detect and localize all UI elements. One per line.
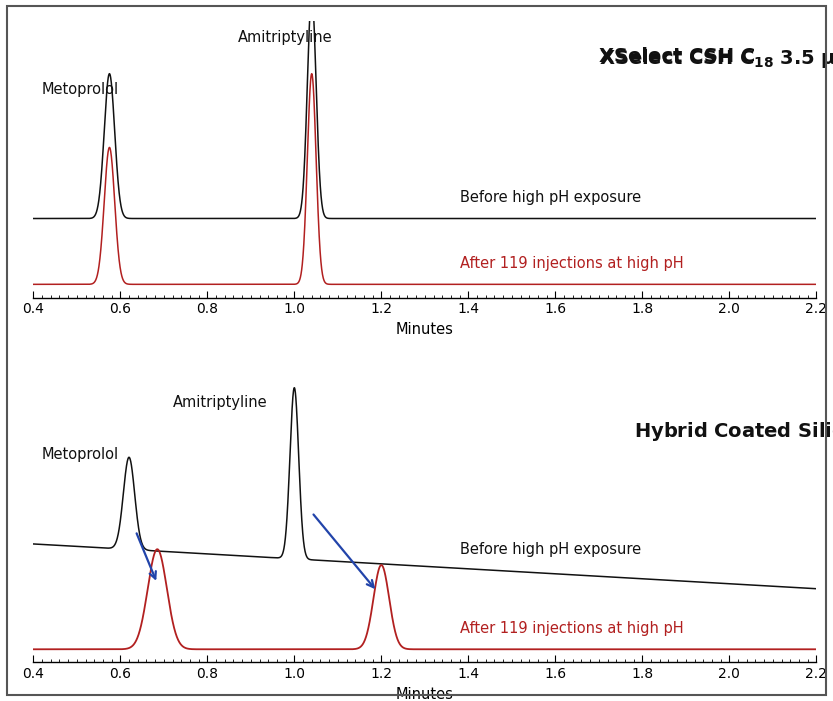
Text: Amitriptyline: Amitriptyline xyxy=(237,29,332,45)
X-axis label: Minutes: Minutes xyxy=(396,687,454,701)
Text: After 119 injections at high pH: After 119 injections at high pH xyxy=(460,256,683,271)
Text: After 119 injections at high pH: After 119 injections at high pH xyxy=(460,620,683,636)
Text: XSelect CSH C: XSelect CSH C xyxy=(599,48,755,67)
X-axis label: Minutes: Minutes xyxy=(396,322,454,337)
Text: Amitriptyline: Amitriptyline xyxy=(172,395,267,409)
Text: Before high pH exposure: Before high pH exposure xyxy=(460,190,641,205)
Text: Metoprolol: Metoprolol xyxy=(42,447,119,463)
Text: Metoprolol: Metoprolol xyxy=(42,83,119,97)
Text: $\mathbf{Hybrid\ Coated\ Silica\ C_{18}\ 3\ \mu m}$: $\mathbf{Hybrid\ Coated\ Silica\ C_{18}\… xyxy=(634,420,833,443)
Text: Before high pH exposure: Before high pH exposure xyxy=(460,542,641,557)
Text: $\mathbf{XSelect\ CSH\ C_{18}\ 3.5\ \mu m}$: $\mathbf{XSelect\ CSH\ C_{18}\ 3.5\ \mu … xyxy=(599,48,833,70)
